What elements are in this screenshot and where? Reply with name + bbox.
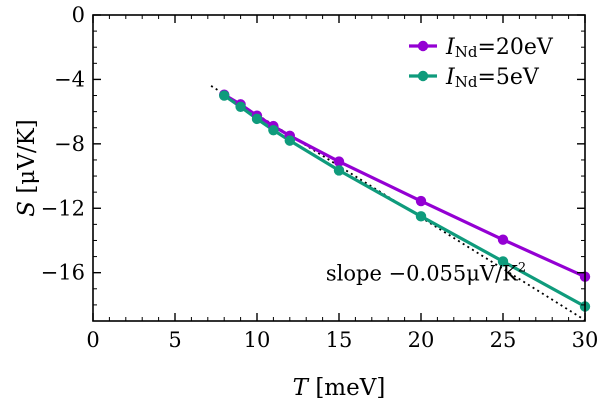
y-tick-label: 0: [72, 3, 85, 27]
y-tick-label: −12: [41, 196, 85, 220]
legend-marker-1: [417, 70, 429, 82]
series-line-0: [223, 93, 585, 279]
axes: 0 5 10 15 20 25 30 0 −4 −8 −12 −16 T [meV] S [μV/K]: [14, 3, 598, 401]
series-point-1: [268, 124, 279, 136]
series-point-1: [333, 165, 345, 176]
plot-area: slope −0.055μV/K2: [210, 85, 591, 321]
series-point-1: [284, 135, 295, 146]
x-tick-label: 30: [572, 328, 599, 352]
series-point-1: [497, 256, 509, 267]
series-point-1: [415, 211, 427, 222]
legend: INd=20eV INd=5eV: [409, 35, 554, 91]
slope-annotation: slope −0.055μV/K2: [326, 261, 526, 286]
x-tick-label: 5: [168, 328, 181, 352]
legend-marker-0: [417, 40, 429, 52]
series-point-1: [251, 113, 263, 125]
y-axis-label: S [μV/K]: [14, 119, 40, 217]
x-tick-label: 0: [86, 328, 99, 352]
x-tick-label: 15: [326, 328, 353, 352]
series-point-0: [415, 195, 427, 207]
y-tick-label: −8: [54, 132, 85, 156]
legend-label-0: INd=20eV: [445, 35, 554, 61]
series-point-1: [235, 101, 246, 113]
x-tick-label: 10: [244, 328, 271, 352]
legend-label-1: INd=5eV: [445, 65, 540, 91]
series-point-1: [219, 90, 230, 101]
x-axis-label: T [meV]: [293, 375, 386, 401]
x-tick-label: 20: [408, 328, 435, 352]
y-tick-label: −16: [41, 261, 85, 285]
series-point-0: [333, 156, 345, 167]
x-tick-label: 25: [490, 328, 517, 352]
series-point-0: [497, 234, 509, 245]
y-tick-label: −4: [54, 67, 85, 91]
